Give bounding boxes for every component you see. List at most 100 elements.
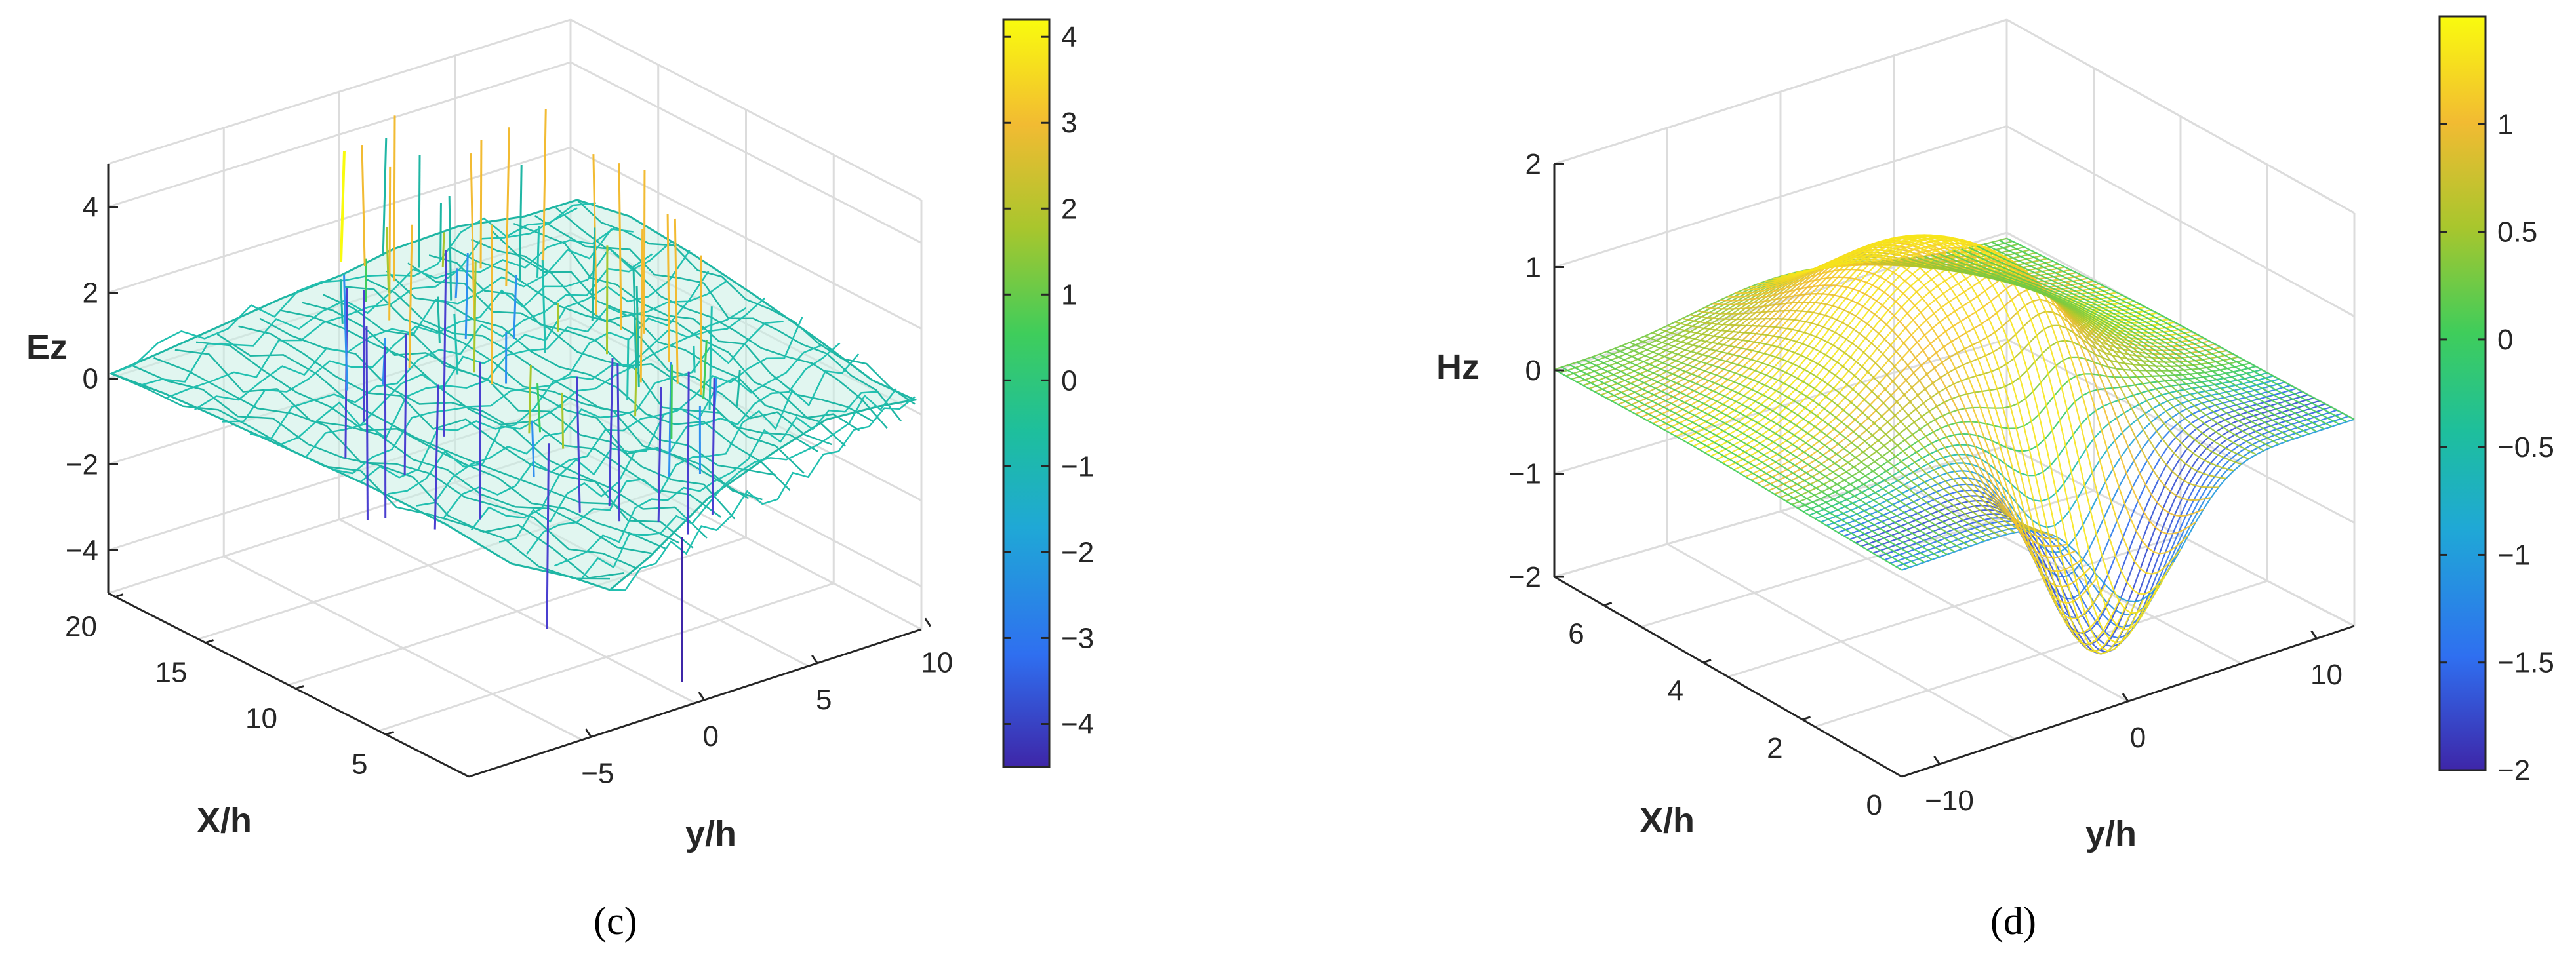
hz-mesh-line	[1961, 248, 2310, 435]
ez-mesh-line	[576, 199, 916, 405]
colorbar-tick-label: 0	[2497, 324, 2513, 356]
ez-mesh-line	[554, 391, 877, 567]
hz-wire-surface	[1554, 234, 2355, 655]
colorbar-tick-label: 1	[2497, 108, 2513, 140]
ez-z-label: Ez	[26, 328, 68, 367]
hz-mesh-line	[1818, 237, 2167, 614]
panel-label-d: (d)	[1990, 899, 2036, 943]
colorbar-tick-label: −2	[1061, 536, 1094, 568]
ez-mesh-line	[302, 302, 736, 520]
hz-mesh-line	[1569, 364, 1918, 566]
colorbar-tick-label: 0	[1061, 364, 1077, 397]
hz-mesh-line	[1712, 292, 2061, 540]
hz-mesh-line	[1554, 368, 1902, 571]
hz-mesh-line	[1954, 250, 2303, 437]
ez-mesh-line	[526, 353, 860, 555]
ez-mesh-line	[194, 228, 634, 411]
ez-x-label: X/h	[197, 801, 252, 840]
hz-z-tick-label: 1	[1525, 252, 1541, 284]
ez-mesh-line	[323, 294, 750, 499]
hz-mesh-line	[1591, 356, 1941, 558]
ez-x-tick-label: 15	[155, 657, 188, 689]
hz-mesh-line	[1976, 245, 2325, 430]
hz-z-tick-label: −1	[1508, 458, 1541, 490]
ez-mesh-line	[609, 396, 916, 591]
ez-z-tick-label: −4	[66, 535, 98, 567]
hz-mesh-line	[1682, 317, 2030, 532]
hz-mesh-line	[1939, 253, 2287, 442]
hz-x-tick-label: 4	[1668, 675, 1683, 707]
hz-mesh-line	[1750, 254, 2099, 604]
hz-mesh-line	[1931, 254, 2280, 445]
hz-x-tick-label: 2	[1767, 732, 1782, 764]
hz-mesh-line	[1689, 314, 2038, 532]
ez-mesh-line	[238, 325, 694, 549]
hz-y-tick-label: −10	[1925, 785, 1974, 817]
colorbar-tick-label: −0.5	[2497, 431, 2554, 463]
hz-mesh-line	[1674, 321, 2023, 532]
colorbar-tick-label: 0.5	[2497, 216, 2537, 248]
colorbar-gradient	[1002, 18, 1051, 768]
hz-mesh-line	[1704, 301, 2053, 536]
ez-mesh-line	[153, 357, 638, 570]
hz-x-tick-label: 0	[1866, 789, 1882, 821]
ez-wire-mesh	[111, 108, 916, 682]
colorbar-tick-label: 3	[1061, 107, 1077, 139]
ez-mesh-line	[166, 227, 615, 399]
ez-z-tick-label: −2	[66, 449, 98, 481]
ez-z-tick-label: 2	[83, 277, 98, 309]
hz-mesh-line	[1946, 252, 2295, 440]
ez-mesh-line	[416, 321, 784, 507]
ez-x-tick-label: 20	[65, 611, 97, 643]
hz-mesh-line	[1607, 351, 1956, 553]
ez-mesh-line	[216, 333, 680, 544]
ez-mesh-line	[195, 341, 666, 549]
hz-mesh-line	[1908, 258, 2257, 456]
ez-mesh-line	[344, 286, 763, 501]
hz-mesh-line	[1833, 243, 2182, 575]
colorbar-tick-label: −3	[1061, 622, 1094, 654]
ez-y-tick-label: 10	[921, 647, 953, 679]
ez-y-tick-label: −5	[581, 757, 614, 789]
hz-mesh-line	[1810, 235, 2159, 631]
hz-mesh-line	[1710, 242, 2163, 457]
ez-colorbar: 4 3 2 1 0 −1 −2 −3 −4	[1002, 18, 1094, 768]
hz-mesh-line	[1652, 332, 2001, 537]
ez-mesh-line	[132, 364, 624, 579]
ez-x-tick-label: 10	[245, 703, 277, 735]
ez-mesh-line	[249, 241, 672, 440]
ez-z-tick-label: 0	[83, 363, 98, 395]
hz-mesh-line	[1667, 324, 2016, 534]
hz-x-tick-label: 6	[1568, 618, 1584, 650]
ez-mesh-line	[428, 254, 818, 452]
colorbar-tick-label: −1	[2497, 539, 2530, 571]
ez-mesh-line	[443, 317, 803, 518]
hz-mesh-line	[1599, 353, 1948, 555]
hz-mesh-line	[1901, 258, 2249, 460]
hz-y-label: y/h	[2085, 814, 2137, 853]
hz-x-label: X/h	[1640, 801, 1695, 840]
hz-mesh-line	[1637, 338, 1986, 542]
colorbar-tick-label: 1	[1061, 279, 1077, 311]
colorbar-tick-label: 4	[1061, 21, 1077, 53]
hz-y-ticks: −10 0 10	[1925, 630, 2343, 817]
hz-mesh-line	[2006, 237, 2355, 420]
hz-z-ticks: −2 −1 0 1 2	[1508, 148, 1564, 593]
hz-mesh-line	[1999, 239, 2348, 423]
ez-mesh-line	[111, 372, 611, 580]
ez-y-tick-label: 0	[703, 720, 719, 752]
hz-z-tick-label: 0	[1525, 355, 1541, 387]
hz-mesh-line	[1803, 234, 2152, 644]
hz-mesh-line	[1629, 342, 1978, 545]
hz-mesh-line	[1614, 347, 1963, 550]
hz-y-tick-label: 10	[2310, 659, 2343, 691]
hz-mesh-line	[1727, 276, 2076, 558]
hz-mesh-line	[1735, 268, 2083, 572]
ez-mesh-line	[386, 270, 791, 492]
hz-mesh-line	[1991, 241, 2340, 425]
hz-z-tick-label: −2	[1508, 561, 1541, 593]
panel-label-c: (c)	[594, 899, 637, 943]
colorbar-tick-label: −1.5	[2497, 647, 2554, 679]
